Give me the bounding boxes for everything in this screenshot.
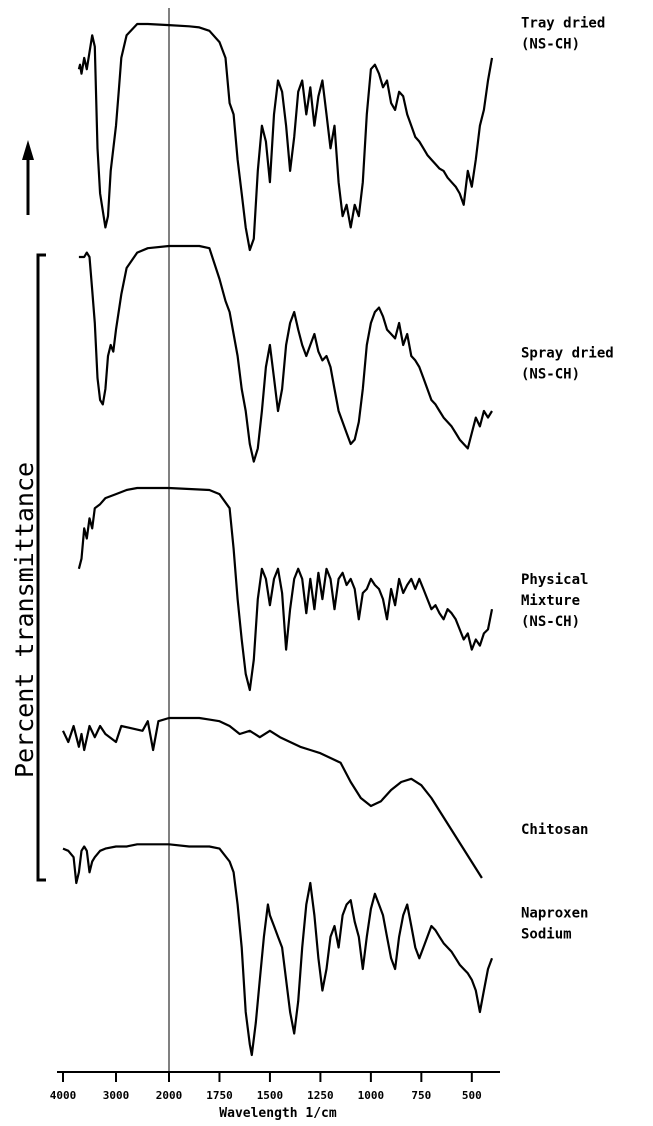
series-label: Chitosan [521,822,588,838]
y-axis-title: Percent transmittance [10,462,39,778]
series-line-1 [77,22,494,252]
series-label: Tray dried [521,16,605,32]
series-line-2 [78,244,493,463]
x-tick-label: 3000 [103,1089,130,1102]
x-tick-label: 1250 [307,1089,334,1102]
series-lines [62,22,494,1057]
series-label: Mixture [521,593,580,609]
series-label: Spray dried [521,346,614,362]
series-label: Sodium [521,927,572,943]
x-tick-label: 750 [411,1089,431,1102]
series-labels: Tray dried (NS-CH) Spray dried (NS-CH) Physi… [521,16,614,943]
series-line-5 [62,843,494,1057]
x-tick-label: 1750 [206,1089,233,1102]
x-tick-label: 500 [462,1089,482,1102]
series-label: Naproxen [521,906,588,922]
x-axis-ticks: 4000 3000 2000 1750 1500 1250 1000 750 500 [50,1072,482,1102]
series-line-4 [62,716,483,879]
x-tick-label: 4000 [50,1089,77,1102]
x-tick-label: 1500 [257,1089,284,1102]
x-tick-label: 1000 [358,1089,385,1102]
series-line-3 [77,486,494,692]
series-label: (NS-CH) [521,614,580,630]
transmittance-direction-arrow [22,140,34,215]
series-label: (NS-CH) [521,37,580,53]
y-bracket [36,253,46,882]
series-label: (NS-CH) [521,367,580,383]
x-axis-title: Wavelength 1/cm [219,1106,337,1121]
x-tick-label: 2000 [156,1089,183,1102]
series-label: Physical [521,572,588,588]
